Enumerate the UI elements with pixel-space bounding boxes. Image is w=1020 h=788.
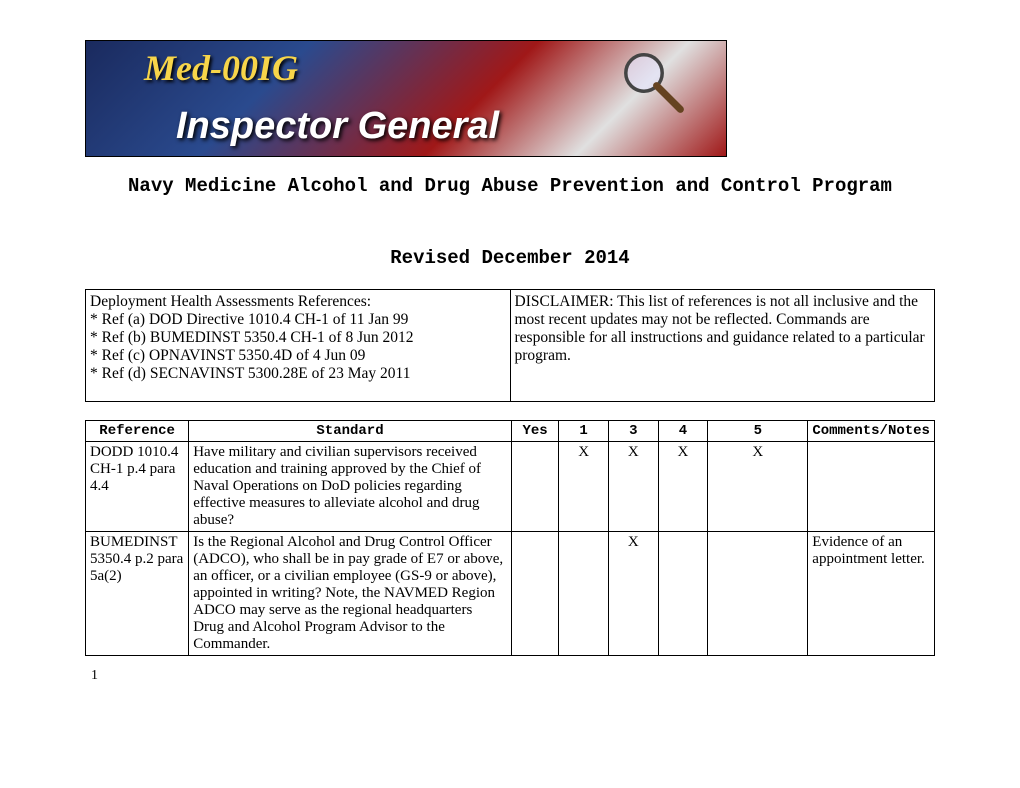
magnifier-icon <box>616 45 686 115</box>
header-yes: Yes <box>511 421 559 442</box>
cell-c5: X <box>708 442 808 532</box>
cell-std: Is the Regional Alcohol and Drug Control… <box>189 532 512 656</box>
banner: Med-00IG Inspector General <box>85 40 727 157</box>
cell-c3: X <box>608 442 658 532</box>
cell-c4 <box>658 532 708 656</box>
cell-comment: Evidence of an appointment letter. <box>808 532 935 656</box>
cell-yes <box>511 442 559 532</box>
cell-c4: X <box>658 442 708 532</box>
cell-yes <box>511 532 559 656</box>
table-row: DODD 1010.4 CH-1 p.4 para 4.4Have milita… <box>86 442 935 532</box>
ref-right-cell: DISCLAIMER: This list of references is n… <box>510 290 935 402</box>
cell-c3: X <box>608 532 658 656</box>
cell-c1 <box>559 532 609 656</box>
cell-ref: BUMEDINST 5350.4 p.2 para 5a(2) <box>86 532 189 656</box>
header-3: 3 <box>608 421 658 442</box>
header-standard: Standard <box>189 421 512 442</box>
page-subtitle: Revised December 2014 <box>85 247 935 269</box>
header-comment: Comments/Notes <box>808 421 935 442</box>
header-5: 5 <box>708 421 808 442</box>
page-title: Navy Medicine Alcohol and Drug Abuse Pre… <box>85 175 935 197</box>
page-number: 1 <box>91 668 935 684</box>
cell-comment <box>808 442 935 532</box>
banner-line1: Med-00IG <box>144 47 298 89</box>
main-table: Reference Standard Yes 1 3 4 5 Comments/… <box>85 420 935 656</box>
cell-ref: DODD 1010.4 CH-1 p.4 para 4.4 <box>86 442 189 532</box>
cell-c5 <box>708 532 808 656</box>
table-row: BUMEDINST 5350.4 p.2 para 5a(2)Is the Re… <box>86 532 935 656</box>
cell-c1: X <box>559 442 609 532</box>
header-4: 4 <box>658 421 708 442</box>
header-1: 1 <box>559 421 609 442</box>
cell-std: Have military and civilian supervisors r… <box>189 442 512 532</box>
reference-table: Deployment Health Assessments References… <box>85 289 935 402</box>
ref-left-cell: Deployment Health Assessments References… <box>86 290 511 402</box>
banner-line2: Inspector General <box>176 105 499 148</box>
header-reference: Reference <box>86 421 189 442</box>
